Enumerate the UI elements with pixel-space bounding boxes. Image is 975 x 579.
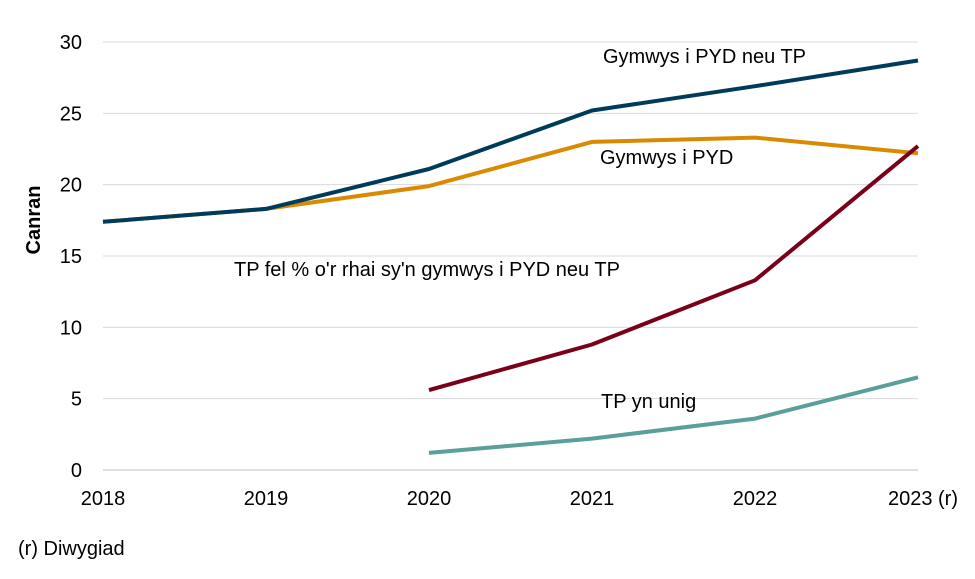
y-tick-label-0: 0 bbox=[71, 460, 82, 482]
label-tp-fel-canran: TP fel % o'r rhai sy'n gymwys i PYD neu … bbox=[234, 259, 620, 281]
x-axis-ticks: 2018 2019 2020 2021 2022 2023 (r) bbox=[81, 488, 958, 510]
footnote: (r) Diwygiad bbox=[18, 538, 125, 560]
y-tick-label-30: 30 bbox=[60, 32, 82, 54]
x-tick-label-2018: 2018 bbox=[81, 488, 126, 510]
series-lines bbox=[102, 58, 920, 455]
series-line-3 bbox=[428, 375, 919, 455]
y-tick-label-20: 20 bbox=[60, 175, 82, 197]
series-line-0 bbox=[102, 58, 919, 224]
y-axis-label: Canran bbox=[23, 186, 45, 255]
series-line-2 bbox=[428, 144, 920, 393]
series-line-1 bbox=[102, 135, 919, 224]
label-gymwys-pyd-neu-tp: Gymwys i PYD neu TP bbox=[603, 46, 806, 68]
x-tick-label-2023r: 2023 (r) bbox=[888, 488, 958, 510]
y-tick-label-25: 25 bbox=[60, 103, 82, 125]
y-tick-label-15: 15 bbox=[60, 246, 82, 268]
x-tick-label-2019: 2019 bbox=[244, 488, 289, 510]
gridlines bbox=[103, 41, 918, 400]
x-tick-label-2021: 2021 bbox=[570, 488, 615, 510]
y-tick-label-5: 5 bbox=[71, 389, 82, 411]
x-tick-label-2020: 2020 bbox=[407, 488, 452, 510]
label-gymwys-pyd: Gymwys i PYD bbox=[600, 147, 733, 169]
x-tick-label-2022: 2022 bbox=[733, 488, 778, 510]
label-tp-yn-unig: TP yn unig bbox=[601, 391, 696, 413]
y-tick-label-10: 10 bbox=[60, 317, 82, 339]
y-axis-ticks: 0 5 10 15 20 25 30 bbox=[60, 32, 82, 482]
